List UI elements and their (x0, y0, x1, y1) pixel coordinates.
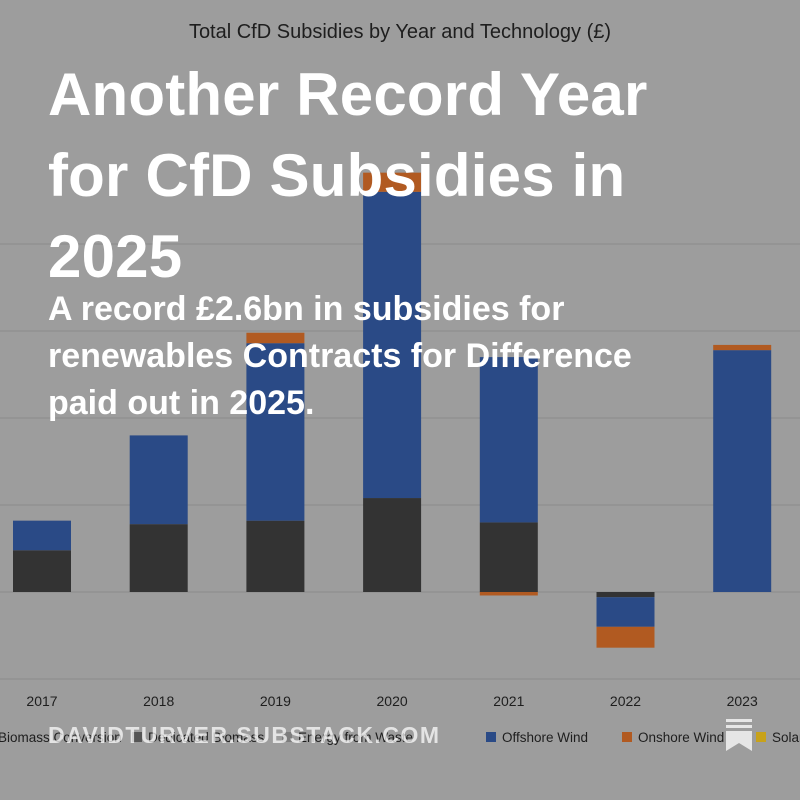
publication-domain[interactable]: DAVIDTURVER.SUBSTACK.COM (48, 722, 441, 748)
bar-offshore-wind-2022 (596, 597, 655, 627)
bar-offshore-wind-2019 (246, 343, 305, 521)
bar-onshore-wind-2020 (363, 172, 422, 192)
legend-swatch (282, 732, 292, 742)
bar-biomass-conversion-2018 (129, 524, 188, 592)
post-title: Another Record Year for CfD Subsidies in… (48, 61, 648, 290)
x-tick-label: 2023 (727, 693, 758, 709)
legend-label: Offshore Wind (502, 730, 588, 745)
bar-offshore-wind-2018 (129, 435, 188, 525)
bar-onshore-wind-2019 (246, 332, 305, 344)
legend-swatch (622, 732, 632, 742)
bar-onshore-wind-2021 (479, 592, 538, 596)
legend-swatch (756, 732, 766, 742)
bar-offshore-wind-2021 (479, 357, 538, 523)
bar-biomass-conversion-2017 (13, 550, 71, 592)
bar-biomass-conversion-2021 (479, 522, 538, 592)
chart-title: Total CfD Subsidies by Year and Technolo… (189, 21, 611, 43)
bookmark-icon[interactable] (724, 718, 754, 752)
legend-label: Onshore Wind (638, 730, 724, 745)
bar-onshore-wind-2022 (596, 626, 655, 648)
post-subtitle: A record £2.6bn in subsidies for renewab… (48, 290, 632, 422)
x-tick-label: 2017 (26, 693, 57, 709)
bar-offshore-wind-2017 (13, 520, 71, 551)
legend-swatch (486, 732, 496, 742)
legend-label: Solar (772, 730, 800, 745)
x-tick-label: 2021 (493, 693, 524, 709)
legend-swatch (132, 732, 142, 742)
bar-biomass-conversion-2022 (596, 592, 655, 598)
bar-offshore-wind-2020 (363, 191, 422, 499)
legend-label: Energy from Waste (298, 730, 413, 745)
x-tick-label: 2018 (143, 693, 174, 709)
x-tick-label: 2019 (260, 693, 291, 709)
bar-biomass-conversion-2019 (246, 520, 305, 592)
x-tick-label: 2020 (377, 693, 408, 709)
legend-label: Dedicated Biomass (148, 730, 265, 745)
legend-label: Biomass Conversion (0, 730, 122, 745)
bar-onshore-wind-2023 (713, 344, 772, 351)
bar-biomass-conversion-2020 (363, 498, 422, 592)
x-tick-label: 2022 (610, 693, 641, 709)
bar-offshore-wind-2023 (713, 350, 772, 592)
